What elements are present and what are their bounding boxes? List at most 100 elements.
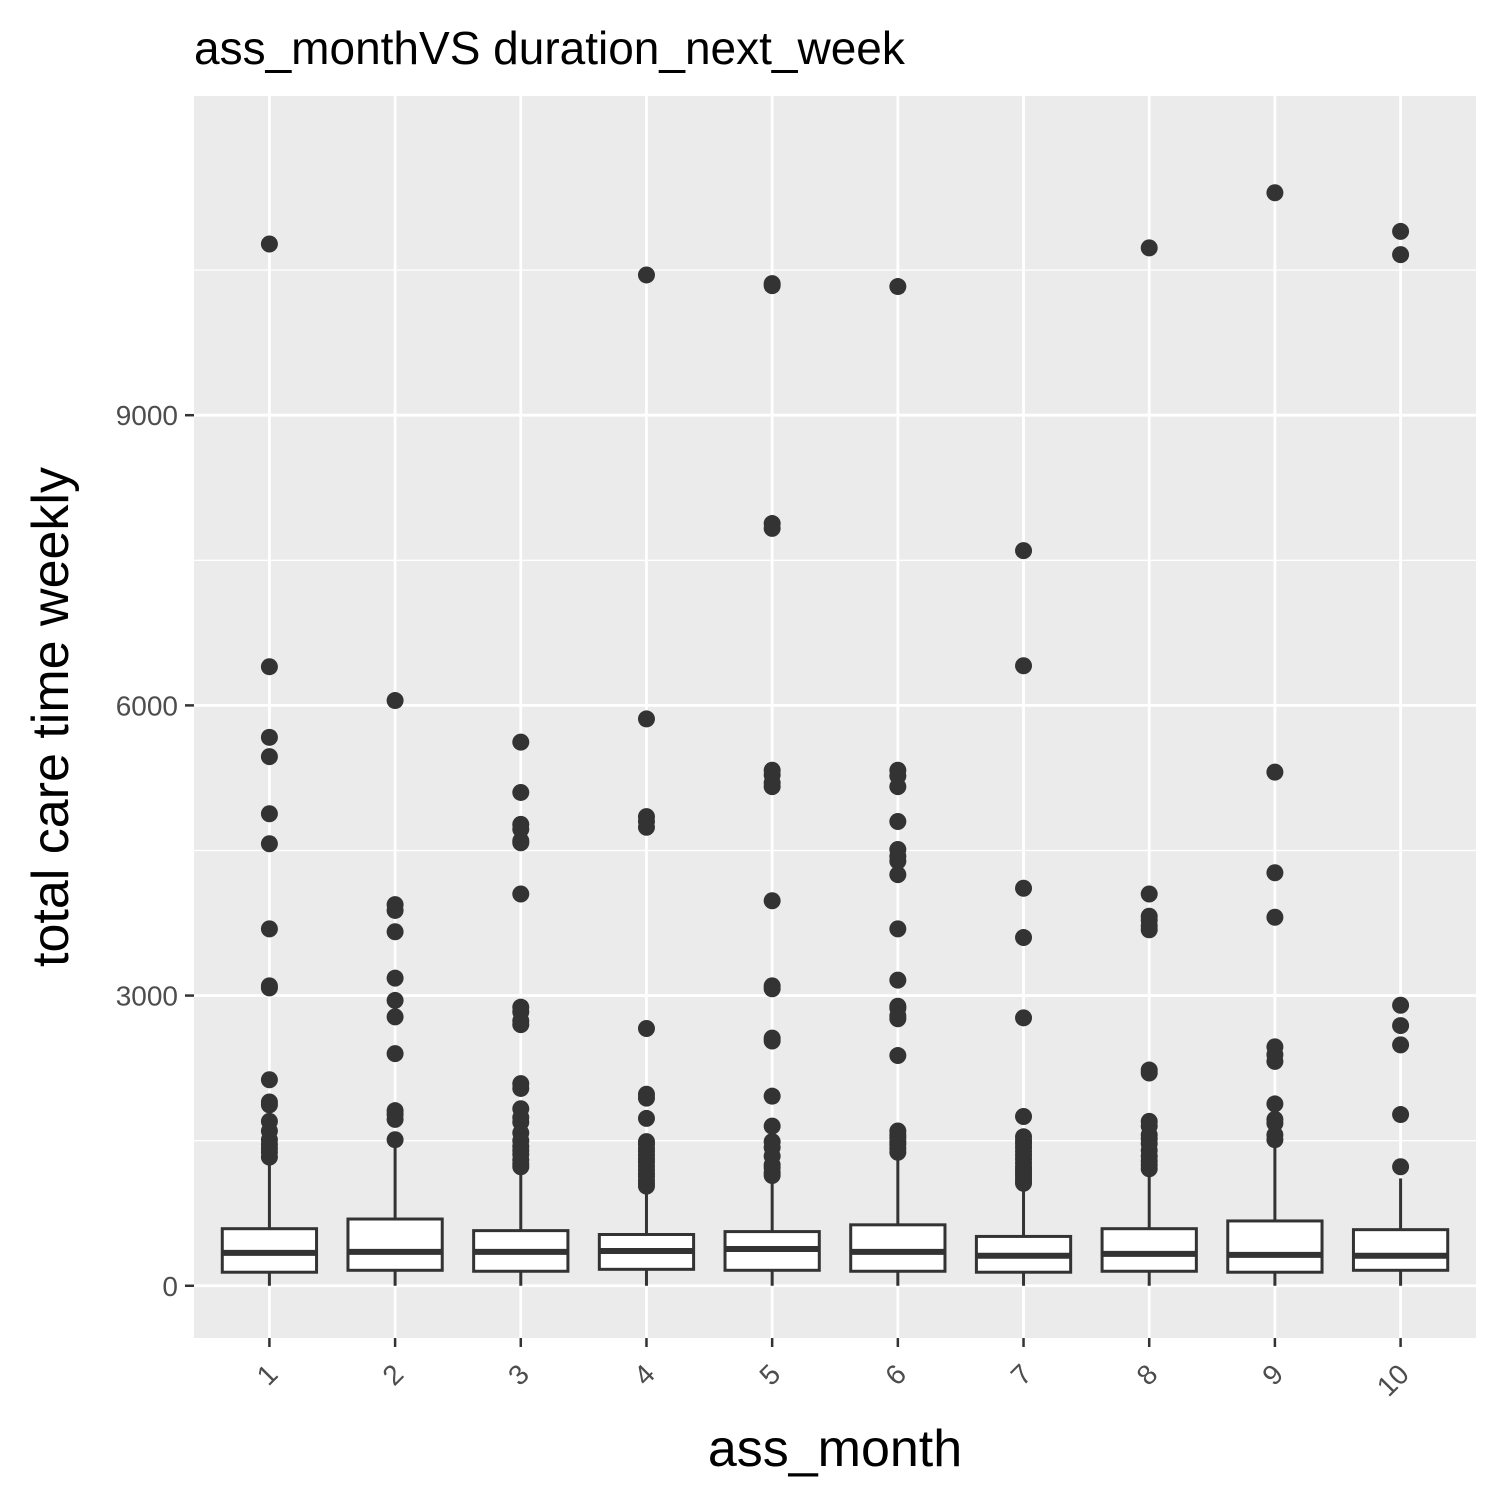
outlier-point: [1140, 239, 1158, 257]
outlier-point: [637, 1109, 655, 1127]
y-tick-label: 9000: [116, 400, 178, 431]
outlier-point: [1266, 763, 1284, 781]
boxplot-7: [974, 542, 1073, 1286]
outlier-point: [763, 1087, 781, 1105]
boxplot-3: [472, 733, 570, 1286]
outlier-point: [889, 920, 907, 938]
outlier-point: [763, 778, 781, 796]
outlier-point: [512, 1079, 530, 1097]
x-tick-label: 4: [628, 1358, 661, 1391]
outlier-point: [386, 901, 404, 919]
outlier-point: [1015, 542, 1033, 560]
outlier-point: [763, 277, 781, 295]
x-tick-label: 3: [502, 1358, 535, 1391]
box: [346, 1217, 444, 1272]
x-tick-label: 6: [879, 1358, 912, 1391]
outlier-point: [1015, 1107, 1033, 1125]
x-tick-label: 5: [753, 1358, 786, 1391]
outlier-point: [512, 885, 530, 903]
outlier-point: [512, 834, 530, 852]
outlier-point: [889, 866, 907, 884]
boxplot-10: [1351, 222, 1450, 1286]
y-axis-title: total care time weekly: [22, 467, 80, 967]
outlier-point: [889, 278, 907, 296]
outlier-point: [260, 1096, 278, 1114]
box: [849, 1223, 947, 1273]
y-tick-label: 3000: [116, 981, 178, 1012]
outlier-point: [260, 920, 278, 938]
x-axis-title: ass_month: [708, 1420, 962, 1478]
y-tick-label: 6000: [116, 690, 178, 721]
x-axis: 1 2 3 4 5 6 7 8 9 10: [251, 1338, 1415, 1402]
outlier-point: [260, 728, 278, 746]
outlier-point: [637, 1089, 655, 1107]
plot-panel: [194, 96, 1476, 1338]
outlier-point: [386, 1131, 404, 1149]
boxplot-9: [1226, 184, 1324, 1286]
outlier-point: [512, 783, 530, 801]
boxplot-4: [597, 266, 696, 1286]
y-tick-label: 0: [162, 1271, 178, 1302]
boxplot-5: [723, 275, 821, 1286]
x-tick-label: 1: [251, 1358, 284, 1391]
outlier-point: [260, 805, 278, 823]
outlier-point: [1015, 879, 1033, 897]
outlier-point: [512, 1158, 530, 1176]
outlier-point: [512, 1016, 530, 1034]
outlier-point: [763, 892, 781, 910]
outlier-point: [1266, 864, 1284, 882]
outlier-point: [637, 710, 655, 728]
outlier-point: [1266, 184, 1284, 202]
outlier-point: [1140, 1160, 1158, 1178]
outlier-point: [889, 778, 907, 796]
outlier-point: [1392, 222, 1410, 240]
outlier-point: [637, 818, 655, 836]
x-tick-label: 7: [1005, 1358, 1038, 1391]
x-tick-label: 9: [1256, 1358, 1289, 1391]
outlier-point: [1392, 1106, 1410, 1124]
x-tick-label: 2: [376, 1358, 409, 1391]
box: [1100, 1227, 1198, 1273]
outlier-point: [1266, 908, 1284, 926]
outlier-point: [386, 923, 404, 941]
boxplot-8: [1100, 239, 1198, 1286]
boxplot-6: [849, 278, 947, 1286]
outlier-point: [889, 852, 907, 870]
outlier-point: [889, 1047, 907, 1065]
outlier-point: [1015, 657, 1033, 675]
outlier-point: [637, 266, 655, 284]
boxplot-1: [220, 235, 319, 1286]
boxplots: [220, 184, 1450, 1286]
outlier-point: [1140, 921, 1158, 939]
outlier-point: [260, 658, 278, 676]
x-tick-label: 8: [1131, 1358, 1164, 1391]
outlier-point: [1140, 885, 1158, 903]
x-tick-label: 10: [1371, 1358, 1415, 1402]
outlier-point: [260, 835, 278, 853]
outlier-point: [637, 1177, 655, 1195]
outlier-point: [512, 733, 530, 751]
outlier-point: [260, 1148, 278, 1166]
outlier-point: [1266, 1052, 1284, 1070]
outlier-point: [763, 1117, 781, 1135]
outlier-point: [637, 1019, 655, 1037]
outlier-point: [889, 812, 907, 830]
outlier-point: [889, 1010, 907, 1028]
box: [1226, 1219, 1324, 1274]
outlier-point: [386, 1110, 404, 1128]
outlier-point: [1392, 996, 1410, 1014]
outlier-point: [260, 235, 278, 253]
y-axis: 0 3000 6000 9000: [116, 400, 194, 1302]
outlier-point: [386, 1008, 404, 1026]
outlier-point: [1392, 246, 1410, 264]
boxplot-2: [346, 692, 444, 1286]
outlier-point: [260, 979, 278, 997]
outlier-point: [1392, 1158, 1410, 1176]
outlier-point: [763, 1166, 781, 1184]
outlier-point: [386, 991, 404, 1009]
outlier-point: [763, 1032, 781, 1050]
outlier-point: [1140, 1064, 1158, 1082]
outlier-point: [1266, 1131, 1284, 1149]
outlier-point: [763, 519, 781, 537]
outlier-point: [1392, 1017, 1410, 1035]
